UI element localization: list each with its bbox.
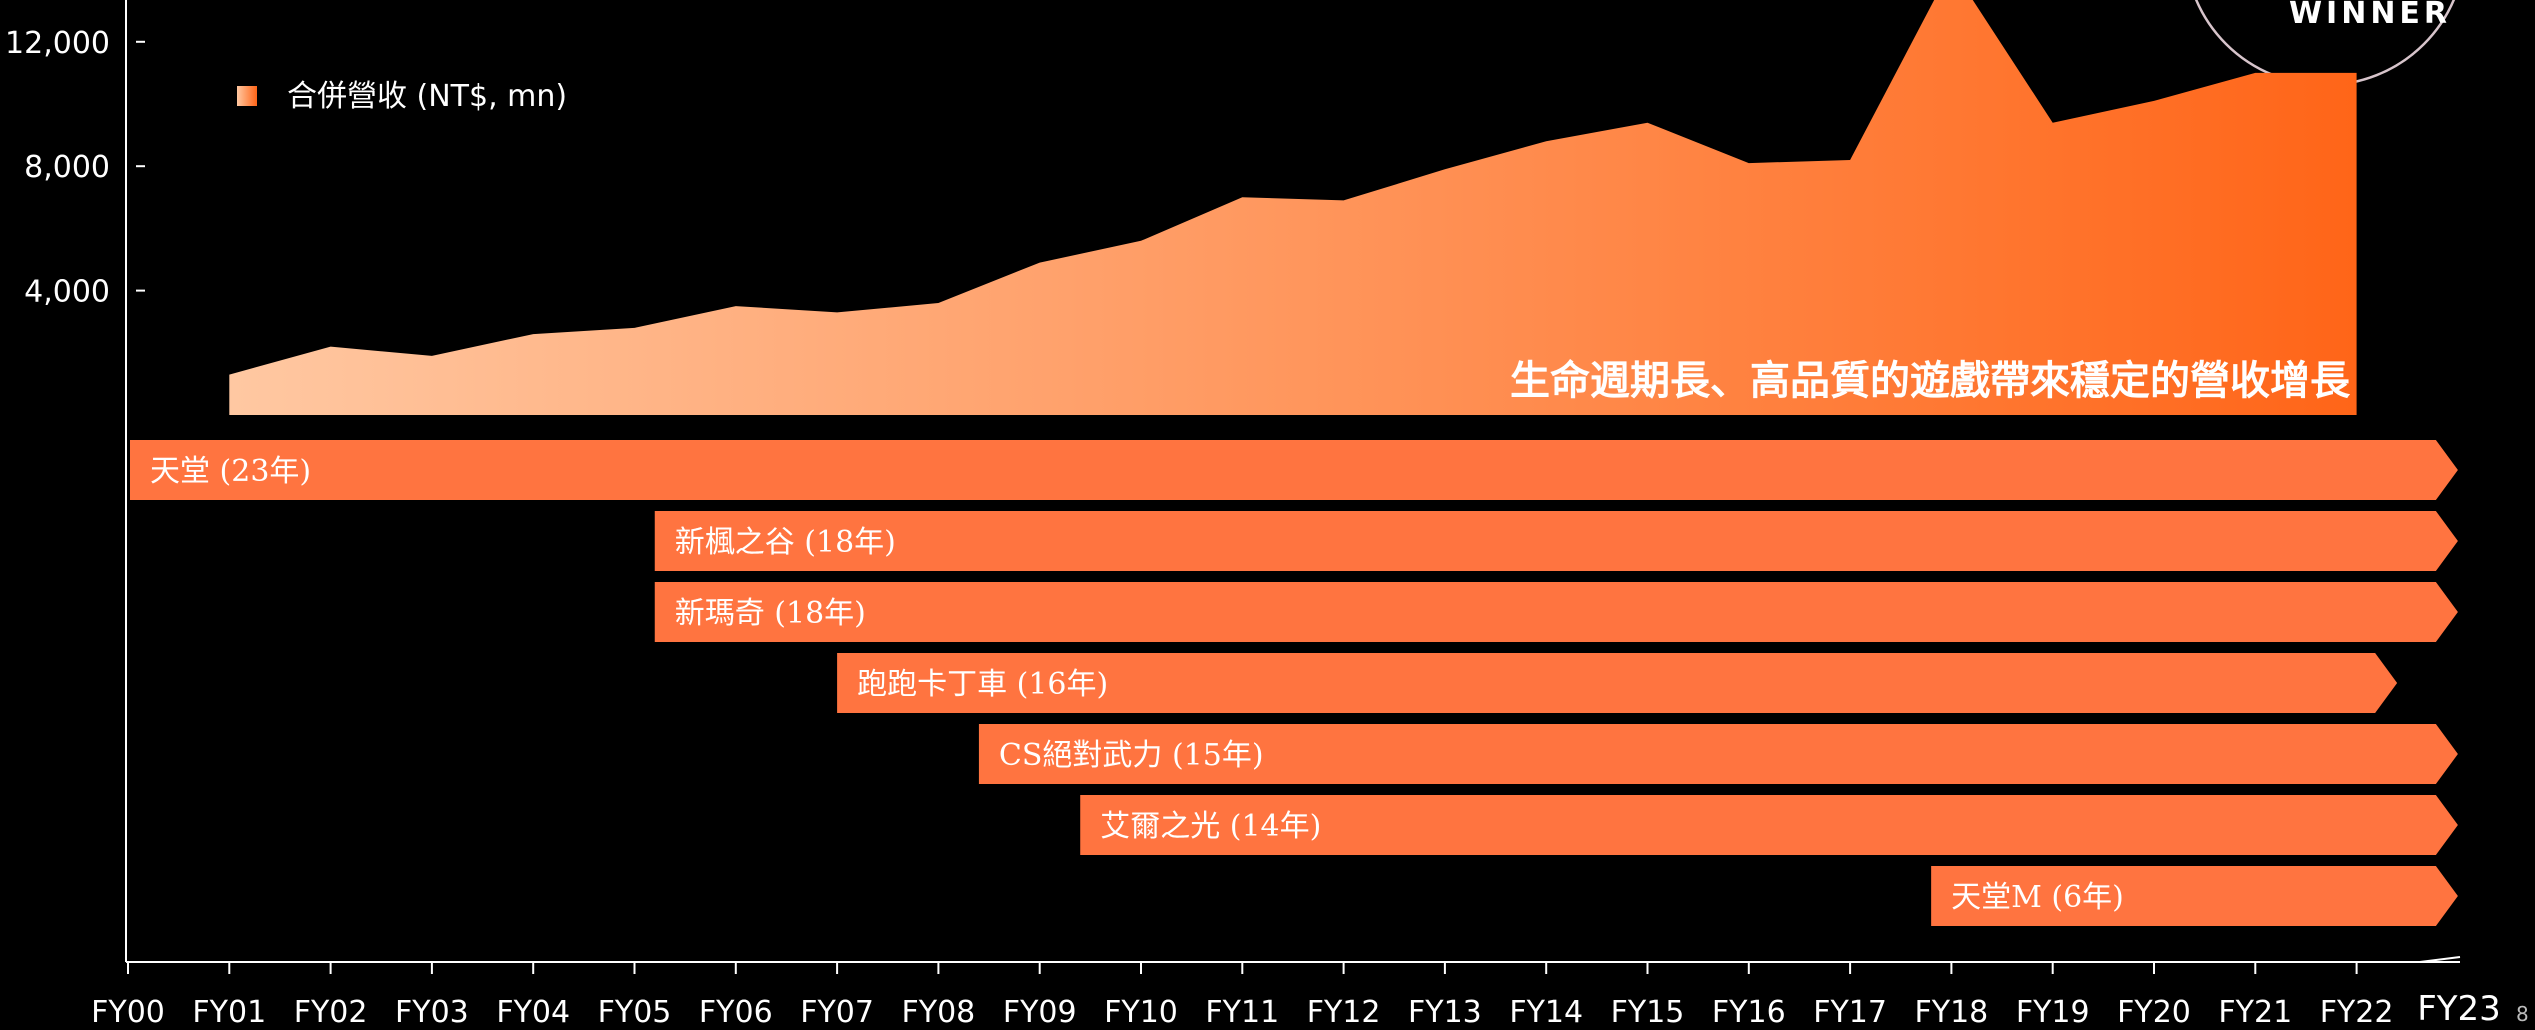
x-axis-end-line: [2419, 956, 2461, 963]
x-tick-label: FY03: [395, 995, 469, 1030]
y-tick-label: 4,000: [24, 275, 110, 310]
x-tick-label: FY23: [2417, 989, 2501, 1029]
x-tick-label: FY21: [2218, 995, 2292, 1030]
award-badge-text: WINNER: [2289, 0, 2451, 31]
page-number: 8: [2516, 1002, 2529, 1026]
x-tick-label: FY01: [192, 995, 266, 1030]
x-tick-label: FY14: [1509, 995, 1583, 1030]
x-tick-label: FY22: [2320, 995, 2394, 1030]
revenue-area-series: [229, 0, 2357, 415]
timeline-bar: [130, 440, 2458, 500]
x-tick-label: FY05: [598, 995, 672, 1030]
timeline-bar-label: 天堂 (23年): [150, 454, 311, 489]
y-tick-label: 8,000: [24, 150, 110, 185]
legend: 合併營收 (NT$, mn): [237, 79, 567, 114]
legend-label: 合併營收 (NT$, mn): [287, 79, 567, 114]
x-tick-label: FY16: [1712, 995, 1786, 1030]
x-tick-label: FY06: [699, 995, 773, 1030]
x-tick-label: FY09: [1003, 995, 1077, 1030]
y-ticks: 4,000 8,000 12,000: [5, 26, 145, 310]
y-tick-label: 12,000: [5, 26, 110, 61]
x-tick-label: FY02: [294, 995, 368, 1030]
x-ticks: FY00 FY01 FY02 FY03 FY04 FY05 FY06 FY07 FY08 FY09…: [91, 962, 2501, 1030]
x-tick-label: FY11: [1205, 995, 1279, 1030]
x-tick-label: FY13: [1408, 995, 1482, 1030]
timeline-bar: [1931, 866, 2458, 926]
timeline-bar-label: CS絕對武力 (15年): [999, 738, 1264, 773]
x-tick-label: FY15: [1611, 995, 1685, 1030]
x-tick-label: FY19: [2016, 995, 2090, 1030]
x-tick-label: FY20: [2117, 995, 2191, 1030]
timeline-bar-label: 艾爾之光 (14年): [1100, 809, 1321, 844]
timeline-bar-label: 新楓之谷 (18年): [675, 525, 896, 560]
timeline-bars: 天堂 (23年) 新楓之谷 (18年) 新瑪奇 (18年) 跑跑卡丁車 (16年) CS…: [130, 440, 2458, 926]
x-tick-label: FY00: [91, 995, 165, 1030]
x-tick-label: FY17: [1813, 995, 1887, 1030]
chart-annotation: 生命週期長、高品質的遊戲帶來穩定的營收增長: [1510, 358, 2351, 404]
legend-swatch: [237, 86, 257, 106]
award-badge: WINNER: [2194, 0, 2456, 87]
timeline-bar: [1080, 795, 2458, 855]
x-tick-label: FY18: [1915, 995, 1989, 1030]
timeline-bar: [654, 582, 2458, 642]
timeline-bar-label: 天堂M (6年): [1951, 880, 2124, 915]
timeline-bar: [837, 653, 2398, 713]
timeline-bar-label: 新瑪奇 (18年): [675, 596, 866, 631]
x-tick-label: FY10: [1104, 995, 1178, 1030]
x-tick-label: FY08: [902, 995, 976, 1030]
timeline-bar: [978, 724, 2458, 784]
x-tick-label: FY04: [496, 995, 570, 1030]
x-tick-label: FY12: [1307, 995, 1381, 1030]
timeline-bar: [654, 511, 2458, 571]
timeline-bar-label: 跑跑卡丁車 (16年): [857, 667, 1108, 702]
x-tick-label: FY07: [800, 995, 874, 1030]
